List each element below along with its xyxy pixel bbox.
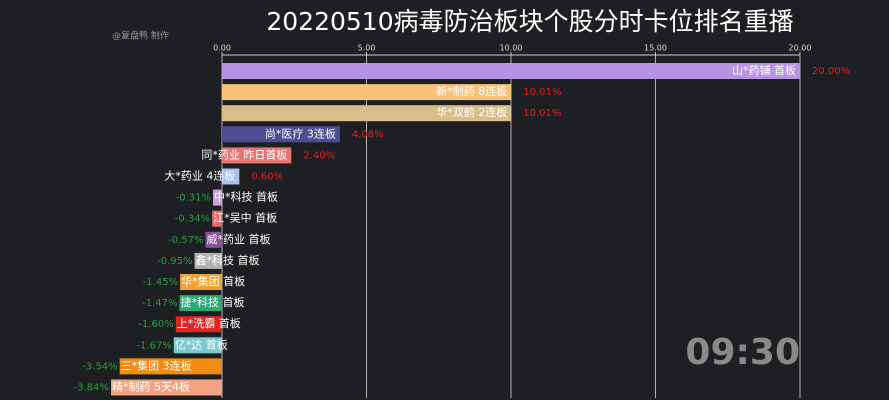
x-tick-label: 0.00 — [213, 44, 231, 53]
bar-label: 三*集团 3连板 — [121, 358, 192, 372]
value-label: 4.08% — [352, 129, 384, 140]
bar-label: 大*药业 4连板 — [164, 169, 235, 183]
value-label: -1.67% — [136, 340, 171, 351]
x-tick-label: 10.00 — [500, 44, 523, 53]
bar — [180, 274, 222, 290]
bar-label: 上*洗霸 首板 — [177, 316, 241, 330]
chart-title: 20220510病毒防治板块个股分时卡位排名重播 — [266, 7, 793, 36]
bar-label: 威*药业 首板 — [207, 232, 271, 246]
bar-label: 山*药铺 首板 — [732, 63, 796, 77]
bar-label: 中*科技 首板 — [214, 190, 278, 204]
bar-label: 江*吴中 首板 — [213, 211, 277, 225]
value-label: -0.31% — [176, 193, 211, 204]
value-label: -1.47% — [142, 298, 177, 309]
value-label: -3.84% — [74, 383, 109, 394]
value-label: -1.45% — [143, 277, 178, 288]
bar-label: 鑫*科技 首板 — [196, 253, 260, 267]
bar-label: 尚*医疗 3连板 — [265, 126, 336, 140]
bar-label: 捷*科技 首板 — [181, 295, 245, 309]
value-label: 2.40% — [303, 150, 335, 161]
timestamp: 09:30 — [685, 332, 800, 373]
bar — [222, 126, 340, 143]
watermark: @复盘鸭 制作 — [112, 30, 169, 42]
bar-label: 亿*达 首板 — [175, 337, 228, 351]
x-tick-label: 5.00 — [358, 44, 376, 53]
value-label: 10.01% — [523, 87, 561, 98]
bar — [173, 337, 222, 354]
bar-label: 精*制药 5天4板 — [112, 380, 190, 394]
x-tick-label: 15.00 — [644, 44, 667, 53]
bar — [222, 147, 292, 164]
bar-label: 同*药业 昨日首板 — [201, 147, 287, 161]
bar — [179, 295, 222, 312]
bar — [222, 84, 512, 101]
bar — [222, 168, 240, 185]
value-label: -3.54% — [82, 361, 117, 372]
value-label: -0.57% — [168, 235, 203, 246]
bar — [213, 189, 222, 206]
bar — [119, 358, 222, 375]
value-label: 0.60% — [251, 172, 283, 183]
bar-label: 华*双鹤 2连板 — [436, 105, 507, 119]
bar-label: 新*制药 8连板 — [436, 84, 507, 98]
bar — [175, 316, 222, 333]
value-label: -0.95% — [157, 256, 192, 267]
bar — [222, 105, 512, 122]
bar — [205, 231, 222, 248]
value-label: 20.00% — [812, 66, 850, 77]
value-label: -0.34% — [175, 214, 210, 225]
bar — [194, 252, 222, 269]
bar — [212, 210, 222, 227]
value-label: -1.60% — [138, 319, 173, 330]
x-tick-label: 20.00 — [789, 44, 812, 53]
bar-label: 华*集团 首板 — [181, 274, 245, 288]
bar — [222, 63, 800, 79]
value-label: 10.01% — [523, 108, 561, 119]
bar — [111, 379, 222, 396]
